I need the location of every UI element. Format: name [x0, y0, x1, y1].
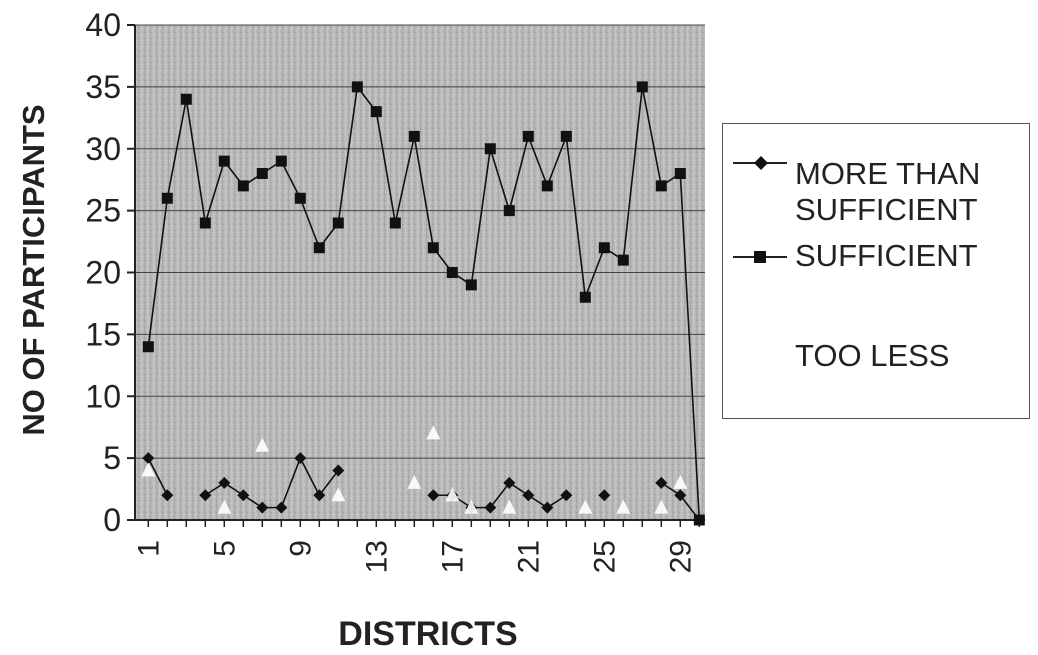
data-point: [161, 489, 174, 502]
y-tick-label: 10: [85, 378, 121, 414]
data-point: [275, 501, 288, 514]
data-point: [180, 93, 192, 105]
data-point: [617, 254, 629, 266]
data-point: [255, 437, 270, 452]
data-point: [237, 489, 250, 502]
data-point: [256, 168, 268, 179]
data-point: [503, 476, 516, 489]
data-point: [313, 489, 326, 502]
data-point: [541, 180, 553, 192]
data-point: [693, 514, 705, 526]
data-point: [541, 501, 554, 514]
data-point: [598, 489, 611, 502]
axis-labels: DISTRICTS NO OF PARTICIPANTS 05101520253…: [16, 7, 697, 653]
data-point: [217, 499, 232, 514]
data-point: [161, 192, 173, 204]
y-tick-label: 15: [85, 316, 121, 352]
data-point: [464, 499, 479, 514]
x-tick-label: 29: [664, 540, 697, 573]
x-tick-label: 1: [132, 540, 165, 557]
y-tick-label: 0: [103, 502, 121, 538]
data-point: [426, 425, 441, 440]
gridlines: [135, 24, 705, 459]
data-point: [199, 217, 211, 229]
data-point: [484, 501, 497, 514]
y-tick-label: 25: [85, 193, 121, 229]
y-tick-label: 30: [85, 131, 121, 167]
y-tick-label: 20: [85, 255, 121, 291]
data-point: [503, 205, 515, 217]
series-line: [147, 457, 169, 496]
x-axis-title: DISTRICTS: [338, 615, 517, 653]
data-point: [446, 267, 458, 278]
series-1: [142, 81, 705, 526]
data-point: [655, 476, 668, 489]
data-point: [332, 464, 345, 477]
data-point: [407, 474, 422, 489]
data-point: [598, 242, 610, 254]
data-point: [616, 499, 631, 514]
data-point: [351, 81, 363, 93]
data-point: [141, 462, 156, 477]
data-point: [256, 501, 269, 514]
data-point: [427, 489, 440, 502]
legend-label: MORE THAN SUFFICIENT: [795, 156, 981, 227]
data-point: [142, 452, 155, 465]
diamond-marker-icon: [754, 156, 768, 170]
data-point: [445, 487, 460, 502]
data-point: [674, 168, 686, 179]
data-point: [502, 499, 517, 514]
data-point: [655, 180, 667, 192]
data-point: [313, 242, 325, 254]
data-point: [636, 81, 648, 93]
data-point: [331, 487, 346, 502]
y-tick-label: 5: [103, 440, 121, 476]
x-tick-label: 25: [588, 540, 621, 573]
data-point: [522, 130, 534, 142]
data-point: [578, 499, 593, 514]
x-tick-label: 13: [360, 540, 393, 573]
data-point: [294, 192, 306, 204]
x-tick-label: 5: [208, 540, 241, 557]
data-point: [522, 489, 535, 502]
data-point: [484, 143, 496, 155]
axes: [127, 24, 705, 527]
legend: MORE THAN SUFFICIENT SUFFICIENT TOO LESS: [722, 123, 1030, 419]
data-point: [654, 499, 669, 514]
x-tick-label: 9: [284, 540, 317, 557]
x-tick-label: 17: [436, 540, 469, 573]
data-point: [560, 130, 572, 142]
data-point: [579, 291, 591, 303]
y-tick-label: 35: [85, 69, 121, 105]
data-point: [674, 489, 687, 502]
data-point: [294, 452, 307, 465]
legend-label: TOO LESS: [795, 338, 950, 373]
series-2: [141, 425, 688, 514]
data-point: [218, 155, 230, 167]
y-axis-title: NO OF PARTICIPANTS: [16, 104, 51, 435]
data-point: [465, 279, 477, 291]
data-point: [560, 489, 573, 502]
data-point: [673, 474, 688, 489]
data-point: [408, 130, 420, 142]
data-point: [218, 476, 231, 489]
data-point: [142, 341, 154, 353]
y-tick-label: 40: [85, 7, 121, 43]
data-point: [237, 180, 249, 192]
data-point: [199, 489, 212, 502]
legend-label: SUFFICIENT: [795, 238, 978, 273]
data-point: [427, 242, 439, 254]
series: [141, 81, 706, 526]
data-point: [370, 106, 382, 118]
square-marker-icon: [754, 251, 766, 263]
data-point: [332, 217, 344, 229]
x-tick-label: 21: [512, 540, 545, 573]
data-point: [389, 217, 401, 229]
data-point: [275, 155, 287, 167]
